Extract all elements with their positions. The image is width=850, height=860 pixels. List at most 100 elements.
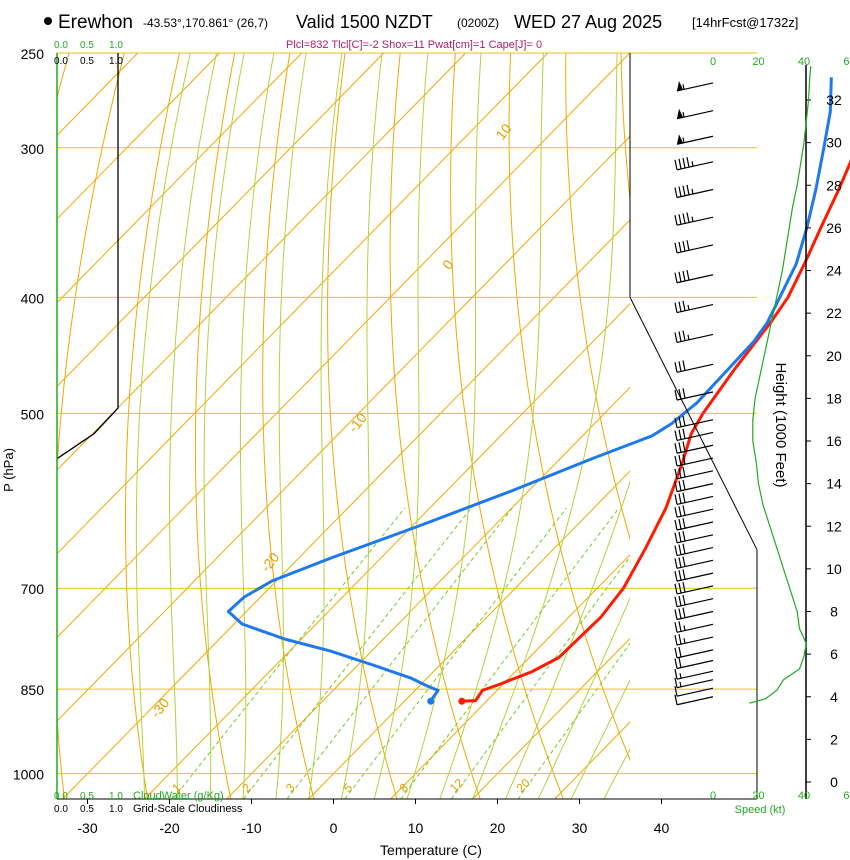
height-tick-label: 14 <box>826 476 842 492</box>
dry-adiabat-line <box>731 53 850 799</box>
isotherm-line <box>554 721 630 799</box>
wind-barb-full <box>682 270 686 282</box>
speed-tick-bottom: 20 <box>752 790 764 802</box>
mixing-ratio-line <box>286 507 513 799</box>
wind-barb-full <box>686 184 690 195</box>
moist-adiabat-line <box>308 53 343 799</box>
wind-barb-half <box>683 625 686 631</box>
wind-barb <box>674 479 714 493</box>
wind-barb-full <box>678 480 682 491</box>
isotherm-line <box>308 470 630 799</box>
wind-barb-half <box>687 334 690 340</box>
wind-barb <box>674 569 714 582</box>
dry-adiabat-line <box>194 53 236 799</box>
isotherm-line <box>57 53 630 639</box>
isotherm-line <box>472 637 630 799</box>
wind-barb-full <box>674 545 678 556</box>
mixing-ratio-line <box>517 642 630 799</box>
moist-adiabat-line <box>504 480 630 799</box>
isotherm-line <box>226 386 630 799</box>
speed-tick-top: 20 <box>752 56 764 68</box>
wind-barb-full <box>674 417 678 428</box>
wind-barb-full <box>678 301 682 312</box>
wind-barb <box>674 543 714 557</box>
mixing-ratio-line <box>400 507 620 799</box>
wind-barb <box>674 360 714 373</box>
wind-barb-half <box>679 673 682 679</box>
temperature-tick-label: -10 <box>241 820 261 836</box>
wind-barb-full <box>682 330 686 341</box>
height-tick-label: 10 <box>826 561 842 577</box>
isotherm-label: -20 <box>257 549 282 575</box>
wind-barb-staff <box>676 188 714 199</box>
wind-barb-full <box>678 429 682 440</box>
wind-barb-full <box>674 242 678 254</box>
wind-barb-full <box>674 647 678 658</box>
wind-barb-full <box>678 608 682 619</box>
cloudiness-line <box>56 53 119 460</box>
wind-barb-half <box>687 304 690 311</box>
mixing-ratio-label: 12 <box>447 776 467 796</box>
moist-adiabat-line <box>169 53 217 799</box>
wind-barb-full <box>682 556 686 567</box>
wind-barb-full <box>678 214 682 225</box>
mixing-ratio-line <box>172 507 406 799</box>
height-tick-label: 2 <box>830 731 838 747</box>
wind-barb-full <box>682 466 686 478</box>
wind-barb-full <box>682 518 686 529</box>
isotherm-line <box>57 53 467 471</box>
wind-barb-full <box>674 468 678 479</box>
height-tick-label: 16 <box>826 433 842 449</box>
wind-barb-full <box>678 595 682 606</box>
isotherm-line <box>390 554 630 799</box>
wind-barb-full <box>674 558 678 569</box>
wind-barb-staff <box>676 304 714 314</box>
dewpoint-profile-line <box>226 77 833 703</box>
wind-barb-staff <box>676 161 714 171</box>
wind-barb-full <box>674 532 678 543</box>
temperature-tick-label: 40 <box>654 820 670 836</box>
wind-barb-full <box>686 240 690 251</box>
wind-barb-staff <box>676 636 714 646</box>
moist-adiabat-line <box>239 53 275 799</box>
wind-barb-full <box>674 507 678 518</box>
dry-adiabat-line <box>508 53 630 762</box>
wind-barb-full <box>674 362 678 373</box>
wind-barb <box>674 607 714 621</box>
dry-adiabat-line <box>262 53 315 799</box>
wind-barb-full <box>674 658 678 669</box>
mixing-ratio-label: 20 <box>513 776 533 796</box>
isotherm-label: -30 <box>147 695 172 721</box>
wind-barb-full <box>678 186 682 197</box>
wind-barb <box>674 556 714 569</box>
sounding-indices: Plcl=832 Tlcl[C]=-2 Shox=11 Pwat[cm]=1 C… <box>286 39 542 51</box>
wind-barb-full <box>674 215 678 226</box>
wind-barb <box>674 669 714 680</box>
wind-barb-full <box>674 389 678 401</box>
wind-barb-full <box>682 594 686 606</box>
wind-barb-staff <box>676 659 714 670</box>
wind-barb-half <box>691 188 694 195</box>
isotherm-line <box>57 53 303 304</box>
cloudwater-tick-bottom: 1.0 <box>109 791 123 802</box>
wind-barb-full <box>678 518 682 530</box>
dry-adiabat-line <box>676 53 850 799</box>
wind-barb-full <box>678 634 682 645</box>
wind-panel: 0246810121416182022242628303200202040406… <box>674 56 850 802</box>
wind-barb-full <box>686 212 690 223</box>
station-dot <box>44 17 52 25</box>
height-tick-label: 0 <box>830 774 838 790</box>
moist-adiabat-line <box>203 53 245 799</box>
wind-barb <box>674 530 714 544</box>
wind-barb-staff <box>676 534 714 544</box>
moist-adiabat-line <box>275 53 307 799</box>
height-tick-label: 6 <box>830 646 838 662</box>
wind-barb-half <box>691 161 694 167</box>
wind-barb-full <box>674 159 678 170</box>
wind-barb-staff <box>676 495 714 505</box>
pressure-tick-label: 1000 <box>13 767 44 783</box>
wind-barb-full <box>682 607 686 618</box>
height-tick-label: 18 <box>826 390 842 406</box>
